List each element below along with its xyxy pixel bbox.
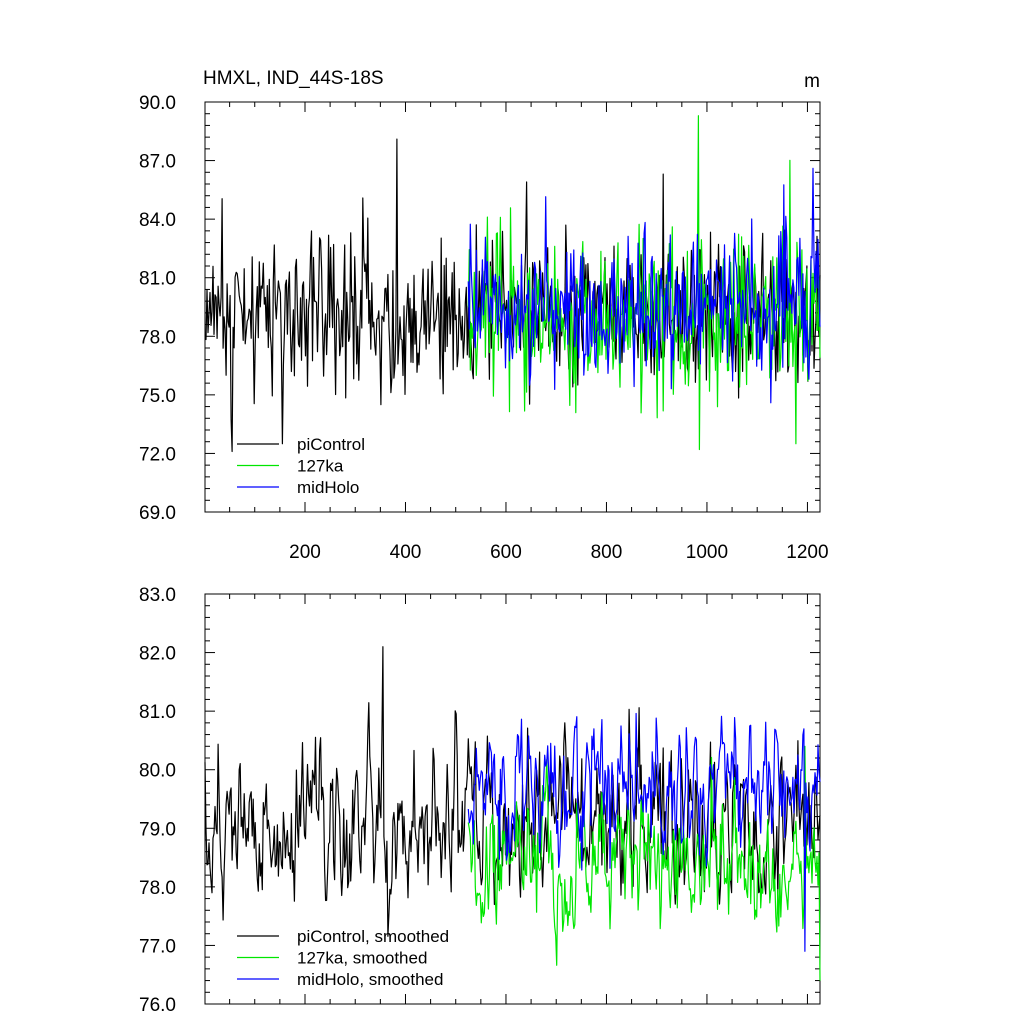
y-tick-label: 78.0 bbox=[139, 327, 176, 348]
x-tick-label: 400 bbox=[390, 542, 422, 563]
y-tick-label: 82.0 bbox=[139, 644, 176, 665]
legend-label: piControl, smoothed bbox=[297, 927, 449, 946]
x-tick-label: 200 bbox=[289, 542, 321, 563]
units-label: m bbox=[804, 71, 820, 92]
y-tick-label: 76.0 bbox=[139, 995, 176, 1016]
tick-labels-raw: 200 400 600 800 1000 1200 69.0 72.0 75.0 78.0 81.0… bbox=[139, 93, 829, 563]
y-tick-label: 72.0 bbox=[139, 444, 176, 465]
y-tick-label: 87.0 bbox=[139, 152, 176, 173]
chart-title: HMXL, IND_44S-18S bbox=[203, 68, 384, 89]
series-group-smoothed bbox=[204, 646, 821, 981]
y-tick-label: 84.0 bbox=[139, 210, 176, 231]
x-tick-label: 1000 bbox=[686, 542, 728, 563]
y-tick-label: 78.0 bbox=[139, 878, 176, 899]
y-tick-label: 81.0 bbox=[139, 269, 176, 290]
legend-label: midHolo, smoothed bbox=[297, 970, 443, 989]
axis-ticks-smoothed bbox=[205, 593, 820, 1005]
y-tick-label: 90.0 bbox=[139, 93, 176, 114]
axis-ticks-raw bbox=[205, 101, 820, 513]
y-tick-label: 81.0 bbox=[139, 702, 176, 723]
series-line-midholo bbox=[467, 167, 821, 404]
y-tick-label: 80.0 bbox=[139, 761, 176, 782]
legend-smoothed: piControl, smoothed 127ka, smoothed midHol… bbox=[237, 927, 449, 989]
panel-smoothed: 76.0 77.0 78.0 79.0 80.0 81.0 82.0 83.0 piContr… bbox=[139, 585, 821, 1016]
legend-label: midHolo bbox=[297, 478, 359, 497]
series-line-127ka-smoothed bbox=[467, 745, 821, 981]
panel-raw: 200 400 600 800 1000 1200 69.0 72.0 75.0 78.0 81.0… bbox=[139, 68, 829, 563]
series-line-midholo-smoothed bbox=[467, 712, 821, 952]
y-tick-label: 69.0 bbox=[139, 503, 176, 524]
legend-raw: piControl 127ka midHolo bbox=[237, 435, 365, 497]
tick-labels-smoothed: 76.0 77.0 78.0 79.0 80.0 81.0 82.0 83.0 bbox=[139, 585, 176, 1016]
series-group-raw bbox=[204, 115, 821, 453]
legend-label: 127ka bbox=[297, 457, 344, 476]
legend-label: 127ka, smoothed bbox=[297, 949, 427, 968]
x-tick-label: 600 bbox=[490, 542, 522, 563]
legend-label: piControl bbox=[297, 435, 365, 454]
series-line-picontrol bbox=[204, 138, 821, 453]
y-tick-label: 79.0 bbox=[139, 819, 176, 840]
y-tick-label: 77.0 bbox=[139, 936, 176, 957]
y-tick-label: 75.0 bbox=[139, 386, 176, 407]
x-tick-label: 800 bbox=[591, 542, 623, 563]
series-line-127ka bbox=[467, 115, 821, 451]
y-tick-label: 83.0 bbox=[139, 585, 176, 606]
x-tick-label: 1200 bbox=[786, 542, 828, 563]
